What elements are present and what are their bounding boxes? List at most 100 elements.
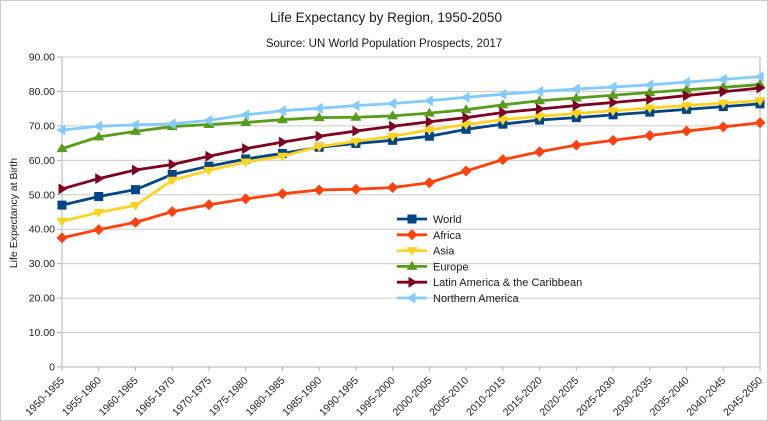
data-point-northern-america	[534, 85, 544, 97]
data-point-africa	[497, 154, 509, 166]
legend-item-latin-america-the-caribbean: Latin America & the Caribbean	[397, 276, 582, 289]
data-point-northern-america	[276, 105, 286, 117]
data-point-asia	[93, 208, 105, 218]
legend-label-africa: Africa	[433, 230, 462, 242]
series-line-world	[61, 102, 761, 207]
series-lines	[56, 71, 766, 244]
y-tick-label: 70.00	[29, 120, 55, 132]
data-point-asia	[313, 143, 325, 153]
data-point-europe	[607, 89, 619, 99]
legend-label-latin-america-the-caribbean: Latin America & the Caribbean	[433, 277, 582, 289]
data-point-latin-america-the-caribbean	[131, 164, 141, 176]
data-point-asia	[570, 109, 582, 119]
data-point-asia	[166, 176, 178, 186]
data-point-africa	[681, 125, 693, 137]
data-point-asia	[607, 107, 619, 117]
data-point-latin-america-the-caribbean	[683, 90, 693, 102]
data-point-northern-america	[497, 88, 507, 100]
legend: World Africa Asia Europe Latin America & the…	[397, 214, 582, 305]
data-point-world	[167, 169, 177, 179]
data-point-europe	[423, 107, 435, 117]
axes	[57, 56, 761, 371]
data-point-world	[57, 200, 67, 210]
data-point-northern-america	[681, 76, 691, 88]
legend-marker-world	[407, 214, 417, 224]
legend-marker-latin-america-the-caribbean	[408, 276, 418, 288]
legend-label-world: World	[433, 214, 462, 226]
data-point-africa	[754, 117, 766, 129]
data-point-africa	[570, 139, 582, 151]
data-point-northern-america	[387, 98, 397, 109]
data-point-africa	[534, 146, 546, 158]
data-point-northern-america	[56, 124, 66, 136]
data-point-asia	[754, 97, 766, 107]
data-point-northern-america	[754, 71, 764, 83]
data-point-europe	[460, 104, 472, 114]
data-point-latin-america-the-caribbean	[389, 120, 399, 132]
series-asia	[56, 97, 766, 227]
data-point-africa	[607, 134, 619, 146]
data-point-northern-america	[93, 120, 103, 132]
data-point-latin-america-the-caribbean	[205, 150, 215, 162]
data-point-latin-america-the-caribbean	[499, 106, 509, 118]
y-axis-labels: 0 10.00 20.00 30.00 40.00 50.00 60.00 70.00 80.0…	[29, 52, 55, 374]
y-tick-label: 20.00	[29, 293, 55, 305]
series-africa	[56, 117, 766, 244]
legend-label-asia: Asia	[433, 246, 455, 258]
y-tick-label: 50.00	[29, 189, 55, 201]
series-line-africa	[61, 121, 761, 240]
data-point-asia	[387, 132, 399, 142]
data-point-world	[130, 185, 140, 195]
y-tick-label: 80.00	[29, 86, 55, 98]
data-point-asia	[350, 137, 362, 147]
data-point-europe	[350, 111, 362, 121]
data-point-latin-america-the-caribbean	[168, 158, 178, 170]
data-point-asia	[240, 158, 252, 168]
series-line-asia	[61, 99, 761, 223]
data-point-asia	[203, 166, 215, 176]
legend-item-europe: Europe	[397, 260, 468, 273]
data-point-asia	[56, 217, 68, 227]
data-point-northern-america	[313, 102, 323, 114]
data-point-africa	[93, 224, 105, 236]
legend-item-northern-america: Northern America	[397, 292, 519, 305]
data-point-africa	[644, 130, 656, 142]
data-point-latin-america-the-caribbean	[462, 112, 472, 124]
data-point-asia	[423, 126, 435, 136]
data-point-asia	[534, 112, 546, 122]
data-point-latin-america-the-caribbean	[278, 136, 288, 148]
legend-marker-asia	[406, 247, 418, 257]
data-point-asia	[497, 116, 509, 126]
legend-marker-europe	[406, 260, 418, 270]
data-point-europe	[129, 125, 141, 135]
legend-item-africa: Africa	[397, 229, 462, 242]
y-tick-label: 0	[49, 362, 55, 374]
series-northern-america	[56, 71, 764, 136]
data-point-europe	[644, 86, 656, 96]
data-point-latin-america-the-caribbean	[425, 116, 435, 128]
series-latin-america-the-caribbean	[58, 82, 766, 195]
data-point-africa	[129, 216, 141, 228]
chart-subtitle: Source: UN World Population Prospects, 2…	[266, 38, 502, 50]
data-point-northern-america	[423, 95, 433, 107]
legend-item-world: World	[397, 214, 462, 226]
data-point-africa	[423, 177, 435, 189]
legend-marker-africa	[406, 229, 418, 241]
data-point-asia	[276, 152, 288, 162]
data-point-northern-america	[607, 81, 617, 93]
data-point-asia	[681, 102, 693, 112]
data-point-asia	[460, 121, 472, 131]
y-axis-title: Life Expectancy at Birth	[8, 158, 20, 268]
data-point-northern-america	[644, 79, 654, 91]
data-point-latin-america-the-caribbean	[95, 173, 105, 185]
series-line-northern-america	[61, 75, 761, 132]
legend-label-europe: Europe	[433, 261, 468, 273]
data-point-latin-america-the-caribbean	[242, 143, 252, 155]
chart-title: Life Expectancy by Region, 1950-2050	[270, 10, 502, 25]
data-point-latin-america-the-caribbean	[756, 82, 766, 94]
data-point-asia	[717, 99, 729, 109]
data-point-europe	[93, 131, 105, 141]
